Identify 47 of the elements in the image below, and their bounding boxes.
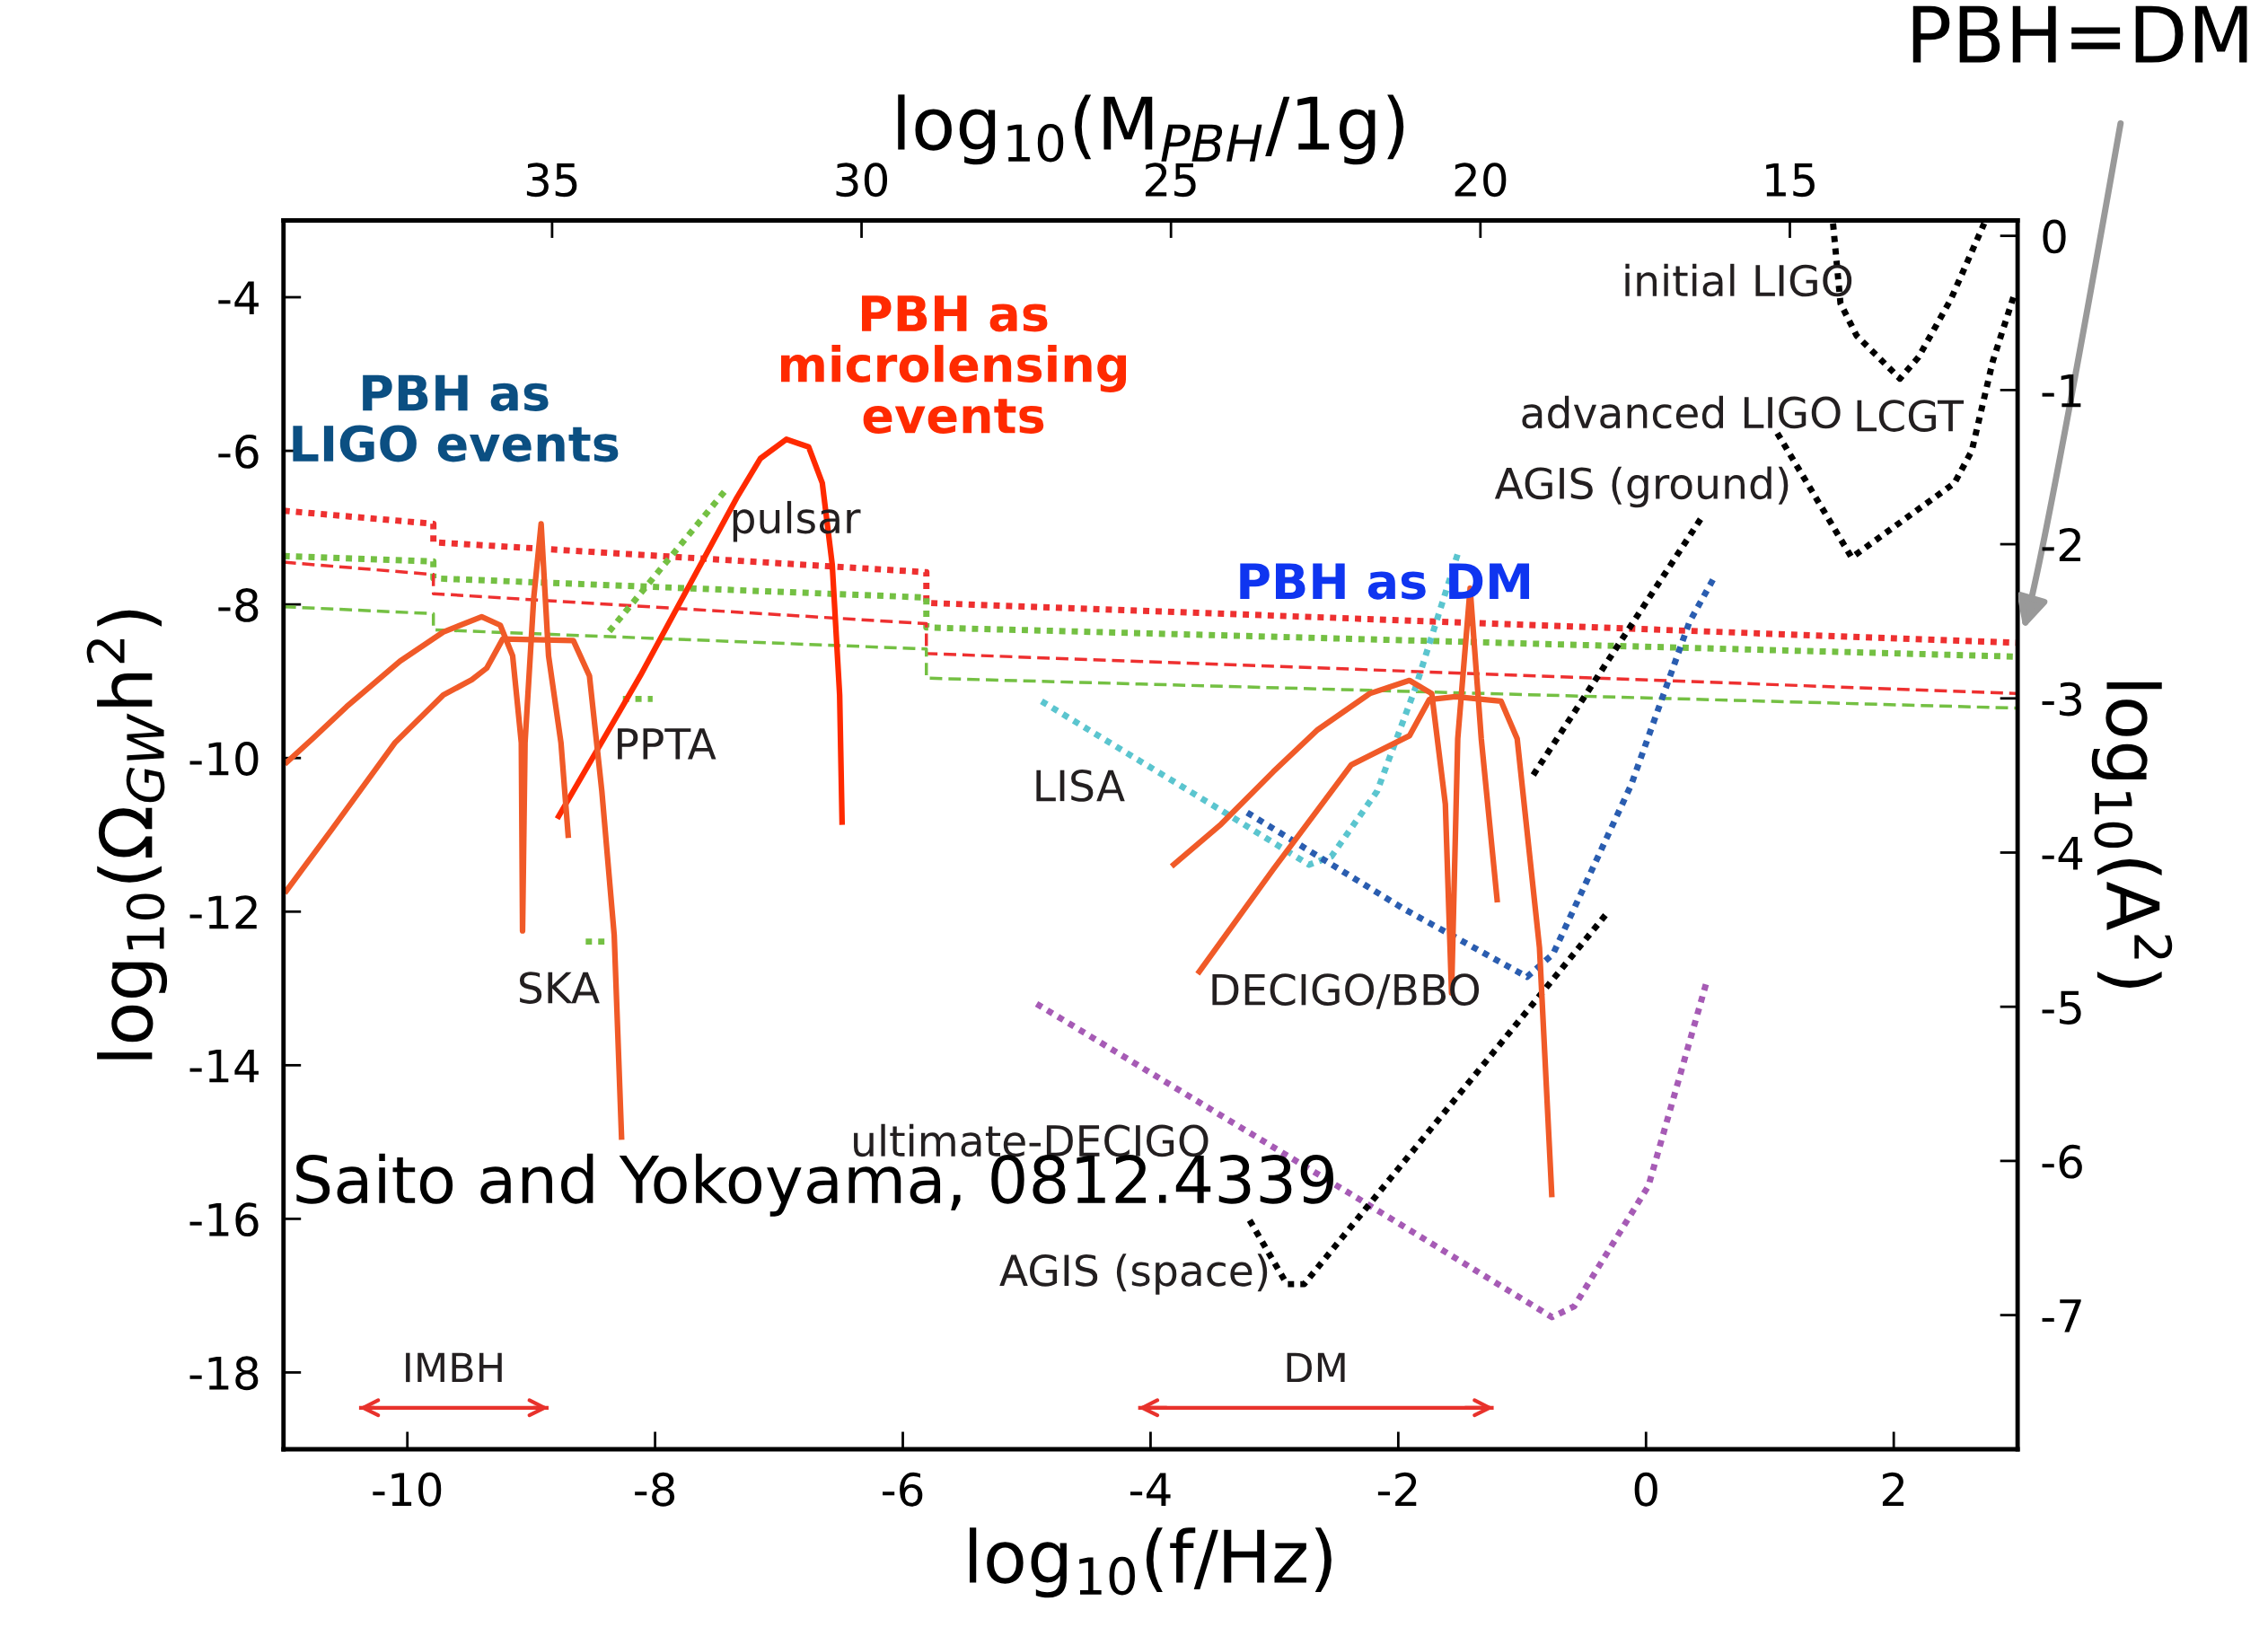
x-tick-label: 2 [1882,1472,1904,1506]
y-tick-label: -6 [218,434,259,469]
annotation: advanced LIGO [1522,395,1841,429]
y2-tick-label: -5 [2042,990,2081,1025]
x2-tick-label: 15 [1766,163,1815,198]
annotation: LCGT [1857,400,1965,432]
y2-tick-label: -2 [2042,527,2080,562]
x-tick-label: -2 [1377,1472,1417,1506]
x-tick-label: -4 [1130,1473,1171,1506]
y2-tick-label: -7 [2042,1299,2081,1333]
annotation: LISA [1036,770,1125,802]
x2-tick-label: 30 [836,163,888,198]
y2-tick-label: -6 [2042,1144,2082,1179]
x-tick-label: -10 [373,1472,442,1507]
y-tick-label: -18 [189,1356,259,1391]
text: PBH=DM [1912,5,2247,63]
x2-tick-label: 20 [1455,163,1507,198]
annotation: AGIS (ground) [1494,466,1789,508]
y-tick-label: -4 [218,281,259,315]
y-tick-label: -12 [189,895,257,929]
y-tick-label: -16 [189,1202,259,1237]
y2-tick-label: 0 [2043,219,2066,254]
annotation: PBH as LIGO events [293,374,619,462]
y2-tick-label: -3 [2042,682,2081,717]
x2-tick-label: 35 [526,163,577,198]
annotation: DECIGO/BBO [1212,973,1480,1009]
annotation: PBH as microlensing events [781,295,1127,434]
x-tick-label: 0 [1634,1472,1657,1507]
annotation: PBH as DM [1240,563,1530,600]
y2-tick-label: -1 [2042,374,2081,408]
annotation: initial LIGO [1625,263,1852,297]
series-label: IMBH [406,1352,502,1383]
annotation: PPTA [618,728,716,760]
x-axis-title: log$_{10}$(f/Hz) [969,1527,1332,1598]
annotation: AGIS (space) [999,1254,1268,1295]
series-label: DM [1287,1352,1345,1383]
y-tick-label: -8 [218,588,259,622]
y2-tick-label: -4 [2042,837,2083,870]
line-series [283,604,2018,710]
annotation: SKA [519,972,600,1004]
line-series [283,560,2018,696]
y-tick-label: -10 [189,742,259,776]
y-tick-label: -14 [189,1049,259,1083]
x-tick-label: -8 [635,1472,675,1507]
y-axis-title: log$_{10}$(Ω$_{GW}$h$^{2}$) [86,610,168,1060]
y2-axis-title: log$_{10}$(A$^{2}$) [2091,682,2173,988]
x-tick-label: -6 [883,1472,923,1507]
